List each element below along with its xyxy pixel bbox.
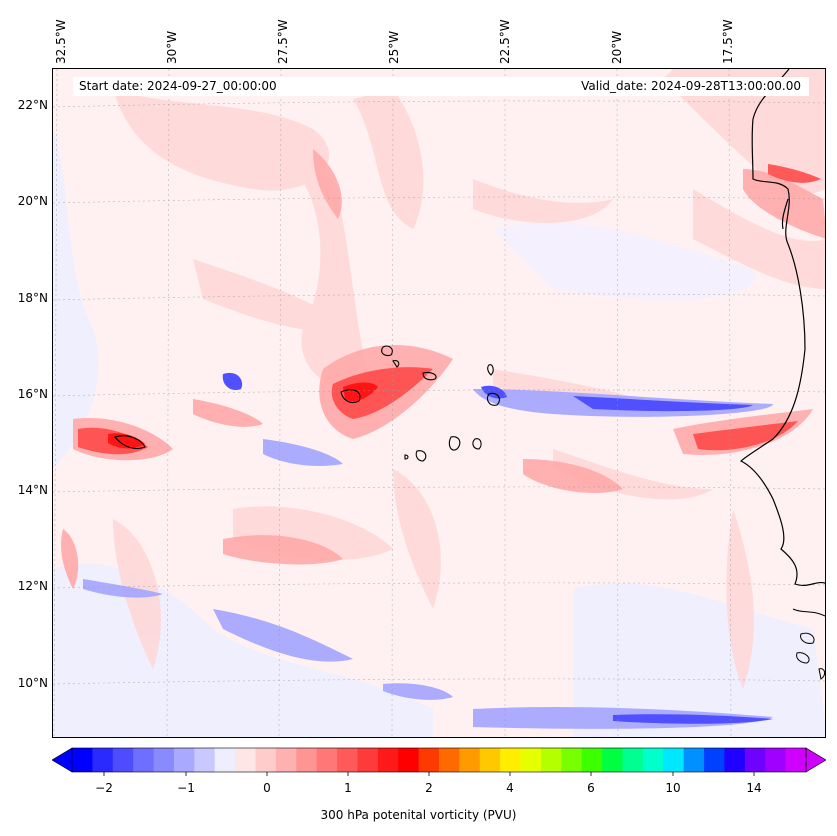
colorbar-segment: [418, 748, 440, 772]
colorbar-extend-min: [52, 747, 73, 773]
colorbar-segment: [765, 748, 787, 772]
colorbar-segment: [663, 748, 685, 772]
negative-strong-bands: [222, 372, 773, 724]
colorbar-segment: [133, 748, 155, 772]
cape-verde-islands: [114, 345, 500, 462]
colorbar-tick-label: 1: [344, 781, 352, 795]
colorbar-segment: [377, 748, 399, 772]
lat-label-20n: 20°N: [17, 194, 48, 208]
lat-label-18n: 18°N: [17, 291, 48, 305]
colorbar-tick-label: 2: [425, 781, 433, 795]
colorbar-tick-label: 0: [263, 781, 271, 795]
colorbar-segment: [112, 748, 134, 772]
lat-label-16n: 16°N: [17, 387, 48, 401]
colorbar-tick-label: −1: [177, 781, 195, 795]
vorticity-field: [53, 69, 825, 737]
colorbar-segment: [72, 748, 93, 772]
colorbar-segment: [642, 748, 664, 772]
lon-label-27-5w: 27.5°W: [276, 19, 290, 64]
colorbar-segment: [296, 748, 318, 772]
colorbar-segment: [520, 748, 542, 772]
lon-label-25w: 25°W: [387, 30, 401, 64]
colorbar-segment: [92, 748, 114, 772]
coastal-islands-south: [792, 608, 825, 680]
lat-label-14n: 14°N: [17, 483, 48, 497]
colorbar: [52, 747, 826, 776]
colorbar-segment: [275, 748, 297, 772]
lon-label-22-5w: 22.5°W: [498, 19, 512, 64]
colorbar-segment: [235, 748, 256, 772]
colorbar-extend-max: [805, 747, 826, 773]
lat-label-10n: 10°N: [17, 676, 48, 690]
colorbar-segment: [602, 748, 623, 772]
date-info-bar: Start date: 2024-09-27_00:00:00 Valid_da…: [73, 77, 809, 96]
colorbar-segment: [214, 748, 236, 772]
colorbar-segment: [153, 748, 175, 772]
colorbar-segment: [581, 748, 603, 772]
lon-label-32-5w: 32.5°W: [54, 19, 68, 64]
lon-label-20w: 20°W: [610, 30, 624, 64]
colorbar-segment: [194, 748, 216, 772]
colorbar-segment: [785, 748, 807, 772]
positive-core-zones: [108, 382, 378, 449]
colorbar-tick-label: 6: [587, 781, 595, 795]
lat-label-22n: 22°N: [17, 98, 48, 112]
coastline: [739, 69, 825, 587]
colorbar-segment: [337, 748, 358, 772]
colorbar-segment: [561, 748, 583, 772]
colorbar-segment: [500, 748, 522, 772]
colorbar-segment: [459, 748, 481, 772]
colorbar-tick-label: 14: [746, 781, 762, 795]
colorbar-segment: [622, 748, 644, 772]
map-panel[interactable]: Start date: 2024-09-27_00:00:00 Valid_da…: [52, 68, 826, 738]
start-date-text: Start date: 2024-09-27_00:00:00: [79, 79, 277, 93]
colorbar-segment: [255, 748, 277, 772]
colorbar-segment: [704, 748, 725, 772]
colorbar-tick-label: 10: [665, 781, 681, 795]
graticule: [53, 69, 825, 737]
colorbar-segment: [316, 748, 338, 772]
colorbar-segment: [439, 748, 460, 772]
colorbar-tick-label: 4: [506, 781, 514, 795]
colorbar-segment: [173, 748, 195, 772]
colorbar-segment: [724, 748, 746, 772]
colorbar-tick-label: −2: [95, 781, 113, 795]
colorbar-border: [71, 747, 807, 773]
colorbar-segment: [540, 748, 562, 772]
colorbar-segment: [683, 748, 705, 772]
colorbar-segment: [357, 748, 379, 772]
colorbar-segment: [398, 748, 420, 772]
positive-strong-zones: [78, 164, 821, 455]
lat-label-12n: 12°N: [17, 579, 48, 593]
lon-label-30w: 30°W: [165, 30, 179, 64]
valid-date-text: Valid_date: 2024-09-28T13:00:00.00: [581, 79, 801, 93]
colorbar-segment: [744, 748, 766, 772]
lon-label-17-5w: 17.5°W: [721, 19, 735, 64]
colorbar-segment: [479, 748, 501, 772]
colorbar-label: 300 hPa potenital vorticity (PVU): [320, 808, 517, 822]
